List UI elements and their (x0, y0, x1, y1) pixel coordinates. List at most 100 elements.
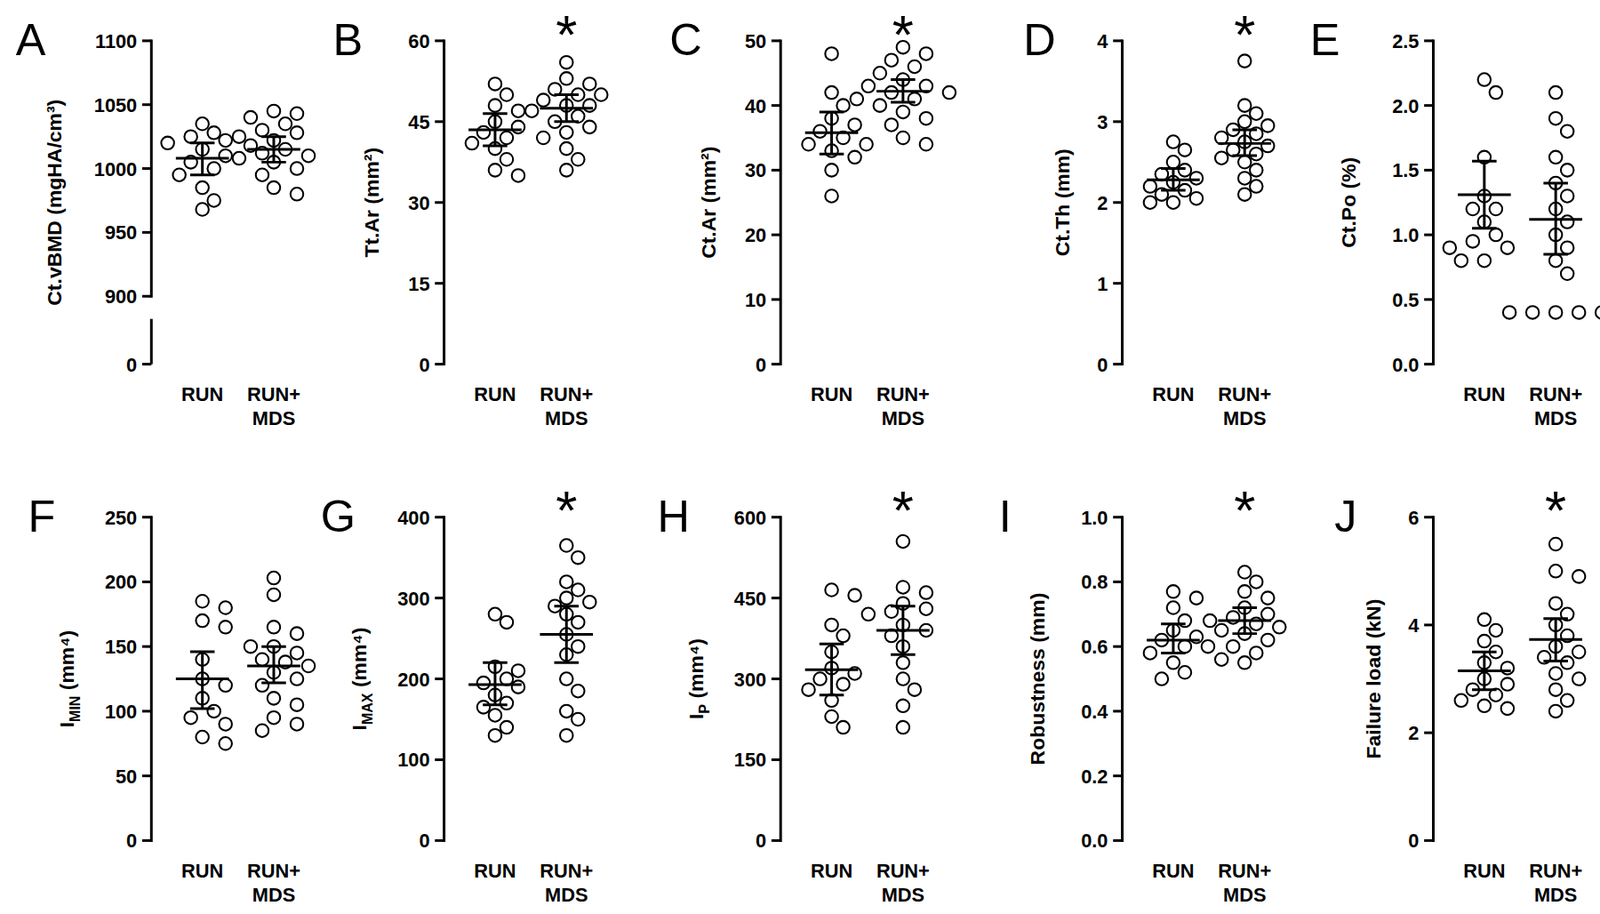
y-tick-label: 200 (104, 570, 137, 593)
data-point (824, 710, 838, 723)
y-tick-label: 20 (744, 224, 767, 247)
data-point (1178, 163, 1192, 176)
marks (1443, 72, 1600, 319)
y-tick (434, 677, 444, 680)
data-point (560, 575, 573, 588)
significance-marker: * (1233, 3, 1256, 65)
data-point (1238, 656, 1251, 669)
data-point (1190, 171, 1203, 184)
y-axis (1120, 39, 1124, 366)
y-tick-label: 0 (126, 829, 137, 852)
y-tick (1112, 120, 1122, 123)
data-point (862, 608, 875, 621)
category-label-line: MDS (1534, 407, 1577, 430)
y-tick (1424, 839, 1433, 842)
ci-cap-high (1472, 160, 1497, 163)
y-tick (142, 103, 152, 106)
y-axis-label-part: Ct.Po (%) (1336, 157, 1360, 248)
ci-whisker (1554, 183, 1558, 255)
y-tick-label: 0.4 (1080, 700, 1108, 723)
y-tick-label: 400 (397, 506, 430, 529)
panel: 0900950100010501100Ct.vBMD (mgHA/cm³)ARU… (16, 14, 316, 430)
category-label: RUN+MDS (539, 383, 593, 431)
category-label-line: RUN (181, 859, 224, 882)
panel-letter: I (999, 490, 1012, 542)
y-axis (1432, 515, 1435, 842)
y-tick-label: 900 (104, 285, 137, 308)
data-point (836, 720, 849, 734)
y-tick-label: 2.0 (1392, 95, 1419, 118)
data-point (1478, 699, 1491, 712)
panel-letter: A (16, 14, 47, 65)
data-point (848, 588, 861, 601)
data-point (824, 86, 838, 99)
y-tick (1112, 839, 1122, 842)
category-label-line: RUN (1152, 859, 1194, 882)
ci-cap-high (1160, 167, 1186, 170)
y-axis-label-part: I (684, 713, 708, 720)
data-point (1489, 624, 1503, 637)
data-point (896, 580, 910, 593)
data-point (1249, 163, 1263, 176)
data-point (1249, 106, 1263, 120)
y-tick-label: 1.0 (1080, 506, 1108, 529)
data-point (1560, 267, 1574, 280)
data-point (896, 131, 910, 144)
category-label-line: RUN+ (247, 859, 301, 882)
data-point (1144, 196, 1157, 209)
data-point (836, 98, 849, 112)
data-point (920, 602, 933, 616)
ci-cap-low (190, 173, 216, 176)
data-point (1215, 624, 1228, 637)
data-point (267, 711, 280, 724)
category-label: RUN+MDS (539, 859, 593, 907)
data-point (267, 691, 280, 704)
category-label-line: RUN (810, 383, 853, 406)
y-tick-label: 0 (1096, 353, 1108, 376)
data-point (571, 616, 584, 629)
data-point (1560, 215, 1574, 228)
data-point (218, 679, 232, 692)
data-point (232, 152, 246, 165)
y-axis-label-part: Ct.Ar (mm²) (696, 146, 720, 259)
data-point (1249, 179, 1263, 192)
data-point (488, 708, 502, 721)
data-point (560, 591, 573, 604)
data-point (1190, 591, 1203, 604)
y-tick-label: 30 (408, 192, 430, 215)
y-tick-label: 1100 (95, 30, 137, 53)
category-label: RUN+MDS (247, 383, 301, 431)
data-point (824, 189, 838, 202)
data-point (1443, 240, 1456, 254)
category-label-line: MDS (881, 883, 925, 906)
data-point (560, 728, 573, 742)
data-point (1560, 240, 1574, 254)
y-tick-label: 200 (397, 668, 430, 691)
y-tick-label: 1000 (94, 158, 137, 181)
y-tick (771, 362, 781, 366)
data-point (195, 117, 208, 130)
data-point (1167, 155, 1180, 168)
y-tick (1112, 645, 1122, 648)
data-point (267, 571, 280, 584)
data-point (512, 120, 525, 134)
y-tick (1112, 281, 1122, 285)
data-point (1560, 125, 1574, 138)
data-point (302, 659, 315, 672)
data-point (1155, 672, 1168, 685)
category-label-line: RUN (810, 859, 853, 882)
y-tick-label: 10 (744, 288, 767, 312)
data-point (244, 111, 257, 124)
y-tick-label: 0 (1408, 829, 1419, 852)
category-label-line: RUN+ (247, 383, 301, 406)
data-point (1478, 254, 1491, 267)
data-point (1501, 240, 1514, 254)
data-point (500, 696, 513, 710)
y-tick (434, 281, 444, 285)
y-tick (434, 758, 444, 761)
ci-cap-low (890, 653, 916, 656)
ci-cap-high (1232, 606, 1257, 609)
data-point (560, 126, 573, 139)
data-point (267, 588, 280, 601)
y-tick (1112, 362, 1122, 366)
